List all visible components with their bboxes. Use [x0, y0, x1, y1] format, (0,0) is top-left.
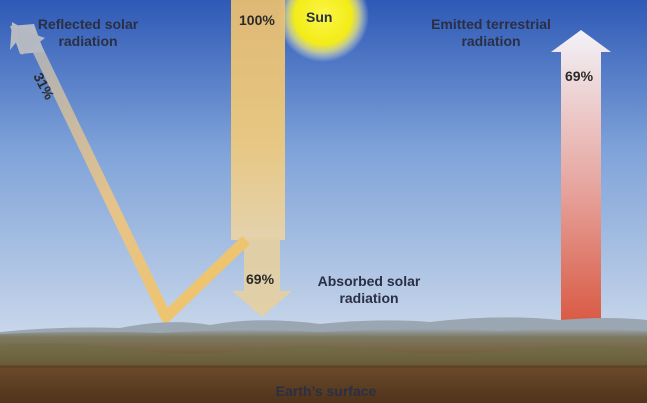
emitted-terrestrial-arrow — [551, 30, 611, 322]
reflected-solar-path — [28, 37, 250, 323]
reflected-radiation-label: Reflected solar radiation — [37, 16, 139, 49]
emitted-radiation-label: Emitted terrestrial radiation — [431, 16, 551, 49]
sun-disc — [277, 0, 369, 62]
soil-layer — [0, 368, 647, 403]
absorbed-percent-label: 69% — [246, 271, 275, 287]
earth-surface-label: Earth’s surface — [275, 383, 377, 399]
vegetation-band — [0, 343, 647, 365]
incoming-solar-beam — [231, 0, 285, 240]
reflected-arrow-tip — [17, 28, 45, 55]
incoming-percent-label: 100% — [239, 12, 275, 28]
absorbed-radiation-label: Absorbed solar radiation — [317, 273, 421, 306]
sun-label: Sun — [306, 9, 333, 25]
absorbed-solar-arrow — [232, 238, 292, 317]
emitted-percent-label: 69% — [565, 68, 594, 84]
